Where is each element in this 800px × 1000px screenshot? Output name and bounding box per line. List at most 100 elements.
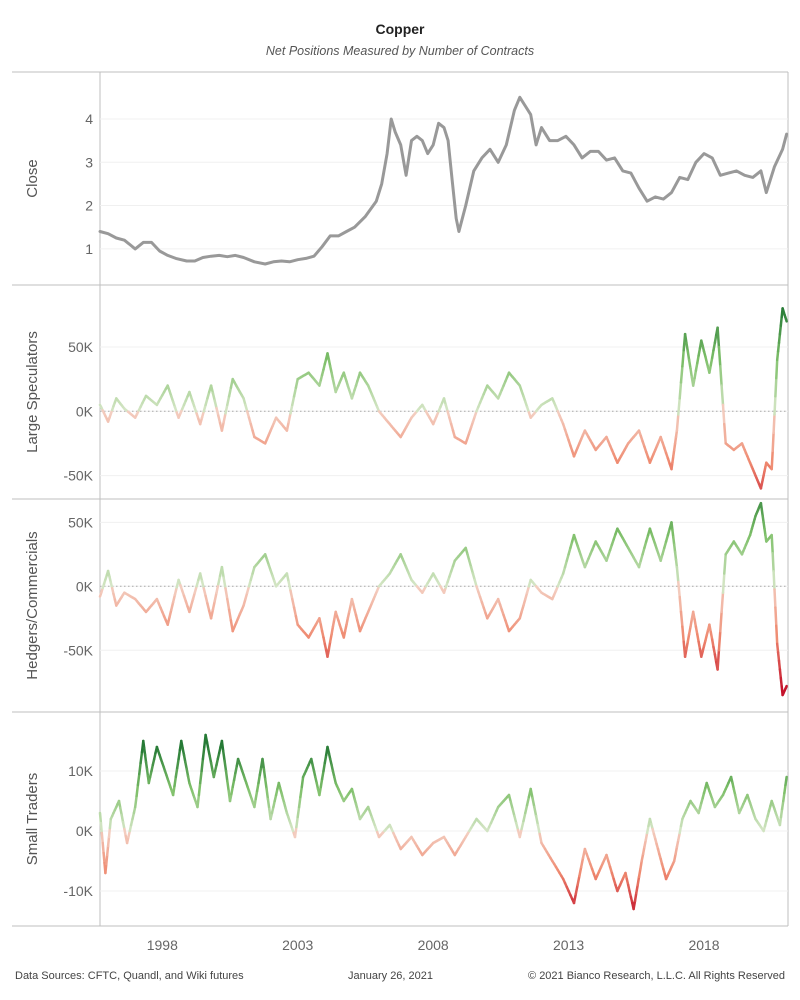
small-traders-line-segment	[99, 821, 104, 835]
y-tick-label: 50K	[68, 339, 94, 355]
small-traders-line-segment	[637, 867, 642, 879]
small-traders-line-segment	[578, 865, 583, 878]
hedgers-commercials-line-segment	[774, 606, 778, 628]
hedgers-commercials-line-segment	[328, 633, 333, 643]
x-tick-label: 2018	[688, 937, 719, 953]
hedgers-commercials-line-segment	[675, 565, 680, 584]
hedgers-commercials-line-segment	[693, 618, 698, 629]
x-tick-label: 2008	[418, 937, 449, 953]
small-traders-line-segment	[105, 844, 110, 857]
hedgers-commercials-line-segment	[710, 638, 715, 649]
small-traders-line-segment	[525, 795, 531, 807]
hedgers-commercials-line-segment	[331, 618, 336, 629]
small-traders-line-segment	[296, 805, 301, 819]
large-speculators-line-segment	[771, 431, 775, 453]
hedgers-commercials-line-segment	[778, 668, 783, 680]
y-tick-label: 0K	[76, 578, 94, 594]
large-speculators-line-segment	[713, 333, 718, 344]
hedgers-commercials-line-segment	[171, 593, 177, 604]
hedgers-commercials-line-segment	[292, 606, 298, 618]
small-traders-line-segment	[633, 891, 638, 903]
close-price-line	[98, 95, 789, 266]
small-traders-line-segment	[518, 827, 523, 839]
hedgers-commercials-line-segment	[777, 659, 782, 671]
hedgers-commercials-line-segment	[213, 591, 218, 603]
small-traders-line-segment	[632, 899, 637, 911]
hedgers-commercials-line-segment	[717, 629, 722, 652]
hedgers-commercials-line-segment	[285, 572, 290, 584]
hedgers-commercials-line-segment	[691, 610, 696, 621]
y-tick-label: -50K	[63, 642, 93, 658]
hedgers-commercials-line-segment	[326, 647, 331, 658]
hedgers-commercials-line-segment	[709, 630, 714, 641]
hedgers-commercials-line-segment	[712, 645, 717, 656]
large-speculators-line-segment	[777, 332, 782, 344]
small-traders-line-segment	[100, 831, 104, 845]
y-tick-label: 0K	[76, 823, 94, 839]
small-traders-line-segment	[522, 811, 527, 823]
large-speculators-line-segment	[776, 341, 781, 353]
large-speculators-line-segment	[686, 350, 691, 362]
large-speculators-line-segment	[717, 345, 722, 368]
large-speculators-line-segment	[696, 354, 700, 365]
small-traders-line-segment	[783, 783, 787, 795]
small-traders-line-segment	[635, 883, 639, 895]
hedgers-commercials-line-segment	[716, 649, 721, 671]
hedgers-commercials-line-segment	[222, 576, 227, 590]
hedgers-commercials-line-segment	[771, 552, 775, 573]
y-tick-label: 4	[85, 111, 93, 127]
x-tick-label: 1998	[147, 937, 178, 953]
small-traders-line-segment	[136, 772, 141, 787]
hedgers-commercials-line-segment	[217, 574, 222, 586]
hedgers-commercials-line-segment	[677, 580, 681, 599]
small-traders-line-segment	[322, 761, 327, 773]
small-traders-line-segment	[201, 745, 206, 761]
small-traders-line-segment	[295, 815, 299, 829]
small-traders-line-segment	[197, 781, 202, 797]
small-traders-line-segment	[220, 739, 225, 753]
copyright-note: © 2021 Bianco Research, L.L.C. All Right…	[528, 970, 785, 982]
small-traders-line-segment	[139, 750, 144, 765]
large-speculators-line-segment	[710, 348, 715, 359]
small-traders-line-segment	[323, 753, 328, 765]
large-speculators-line-segment	[708, 363, 713, 374]
hedgers-commercials-line-segment	[224, 587, 229, 601]
hedgers-commercials-line-segment	[215, 582, 220, 594]
y-tick-label: 0K	[76, 403, 94, 419]
large-speculators-line-segment	[220, 420, 225, 432]
large-speculators-line-segment	[227, 386, 233, 398]
data-sources-note: Data Sources: CFTC, Quandl, and Wiki fut…	[15, 970, 244, 982]
small-traders-line-segment	[778, 815, 783, 827]
large-speculators-line-segment	[697, 346, 702, 357]
y-axis-label: Large Speculators	[24, 331, 41, 453]
large-speculators-line-segment	[778, 324, 783, 336]
hedgers-commercials-line-segment	[689, 618, 694, 629]
y-axis-label: Hedgers/Commercials	[24, 531, 41, 679]
small-traders-line-segment	[106, 835, 111, 848]
small-traders-line-segment	[531, 796, 536, 809]
large-speculators-line-segment	[677, 397, 681, 416]
large-speculators-line-segment	[678, 381, 683, 400]
large-speculators-line-segment	[772, 413, 776, 434]
small-traders-line-segment	[320, 769, 325, 781]
small-traders-line-segment	[133, 794, 138, 809]
large-speculators-line-segment	[775, 350, 780, 362]
hedgers-commercials-line-segment	[721, 572, 726, 594]
large-speculators-line-segment	[215, 406, 220, 417]
small-traders-line-segment	[319, 777, 324, 789]
hedgers-commercials-line-segment	[291, 597, 296, 609]
small-traders-line-segment	[300, 775, 305, 789]
large-speculators-line-segment	[694, 361, 699, 372]
small-traders-line-segment	[104, 862, 108, 875]
large-speculators-line-segment	[679, 365, 684, 384]
large-speculators-line-segment	[784, 317, 788, 323]
small-traders-line-segment	[173, 775, 178, 788]
hedgers-commercials-line-segment	[209, 608, 215, 620]
y-tick-label: -50K	[63, 468, 93, 484]
hedgers-commercials-line-segment	[202, 587, 207, 598]
large-speculators-line-segment	[691, 376, 696, 387]
hedgers-commercials-line-segment	[204, 594, 209, 605]
small-traders-line-segment	[253, 797, 257, 809]
small-traders-line-segment	[177, 748, 182, 761]
